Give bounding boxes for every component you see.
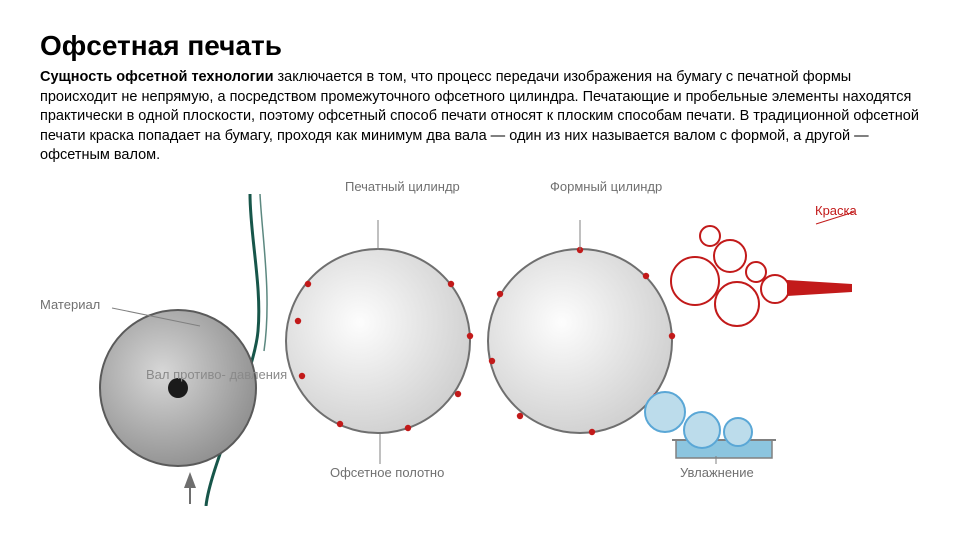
offset-print-diagram: Печатный цилиндр Формный цилиндр Краска … bbox=[40, 176, 920, 506]
diagram-svg bbox=[40, 176, 920, 506]
label-counter-roll: Вал противо- давления bbox=[146, 368, 287, 383]
label-material: Материал bbox=[40, 298, 100, 313]
lead-bold: Сущность офсетной технологии bbox=[40, 69, 273, 85]
label-ink: Краска bbox=[815, 204, 857, 219]
label-offset-blanket: Офсетное полотно bbox=[330, 466, 444, 481]
label-print-cylinder: Печатный цилиндр bbox=[345, 180, 460, 195]
page-title: Офсетная печать bbox=[40, 30, 920, 62]
label-form-cylinder: Формный цилиндр bbox=[550, 180, 662, 195]
label-dampening: Увлажнение bbox=[680, 466, 754, 481]
description-paragraph: Сущность офсетной технологии заключается… bbox=[40, 68, 920, 166]
